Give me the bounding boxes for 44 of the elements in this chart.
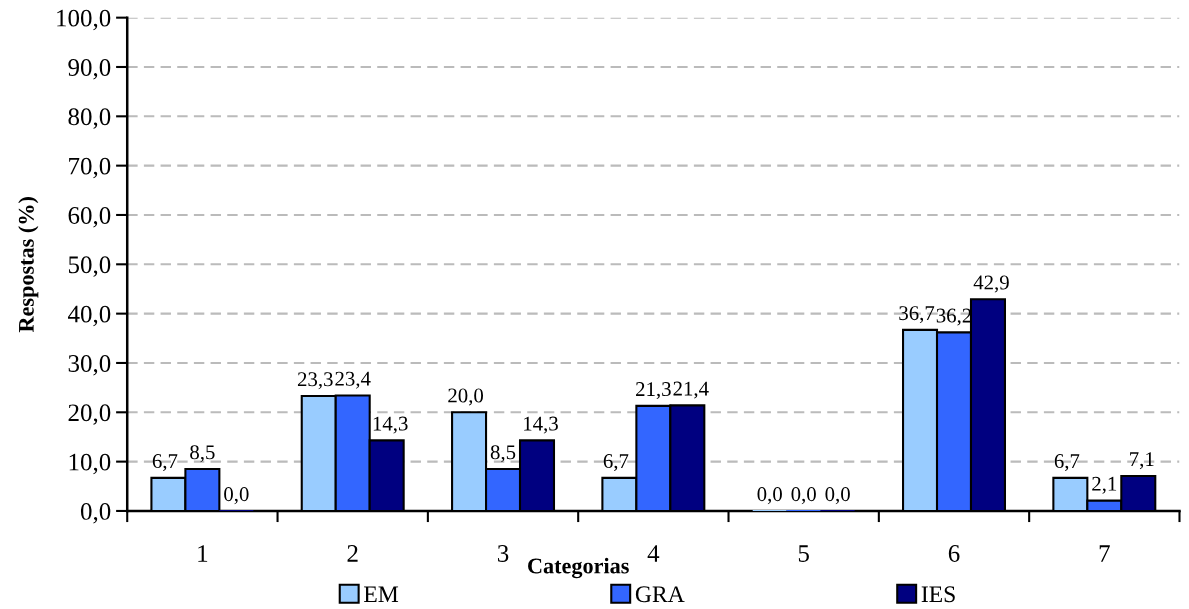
y-tick-label: 20,0	[68, 404, 111, 425]
y-tick-label: 50,0	[68, 256, 111, 277]
data-label: 14,3	[524, 416, 558, 434]
y-tick-label: 100,0	[57, 9, 111, 31]
data-label: 7,1	[1130, 452, 1154, 470]
x-tick-label: 6	[948, 545, 960, 562]
data-label: 21,3	[636, 382, 671, 400]
data-label: 0,0	[791, 487, 816, 505]
y-tick-label: 60,0	[68, 207, 111, 228]
x-tick-label: 1	[198, 545, 208, 562]
y-tick-label: 90,0	[68, 59, 111, 80]
x-axis-title: Categorias	[528, 557, 629, 579]
data-label: 0,0	[825, 487, 850, 505]
data-label: 21,4	[673, 381, 709, 399]
data-label: 8,5	[490, 445, 516, 463]
y-tick-label: 30,0	[68, 355, 111, 376]
data-label: 6,7	[152, 454, 178, 472]
data-label: 23,4	[335, 371, 371, 389]
x-tick-label: 2	[347, 545, 358, 562]
data-label: 14,3	[373, 416, 408, 434]
data-label: 20,0	[448, 388, 484, 406]
y-tick-label: 40,0	[67, 305, 111, 327]
y-tick-label: 0,0	[80, 503, 111, 524]
data-label: 36,2	[936, 308, 972, 326]
legend-label: EM	[364, 586, 399, 602]
data-label: 8,5	[190, 445, 215, 463]
data-label: 0,0	[224, 487, 249, 505]
x-tick-label: 7	[1099, 545, 1110, 562]
y-tick-label: 80,0	[68, 108, 111, 129]
data-label: 2,1	[1092, 476, 1117, 494]
x-tick-label: 5	[798, 545, 809, 562]
data-label: 6,7	[603, 454, 629, 472]
x-tick-label: 3	[497, 545, 509, 562]
data-label: 6,7	[1054, 454, 1080, 472]
y-tick-label: 10,0	[69, 453, 111, 475]
data-label: 0,0	[757, 487, 782, 505]
legend-label: IES	[921, 586, 955, 603]
x-tick-label: 4	[647, 545, 660, 562]
data-label: 23,3	[297, 372, 333, 390]
data-label: 42,9	[973, 275, 1009, 293]
data-label: 36,7	[899, 306, 935, 324]
y-axis-title: Respostas (%)	[18, 197, 39, 333]
y-tick-label: 70,0	[69, 157, 111, 179]
legend-label: GRA	[635, 586, 685, 603]
